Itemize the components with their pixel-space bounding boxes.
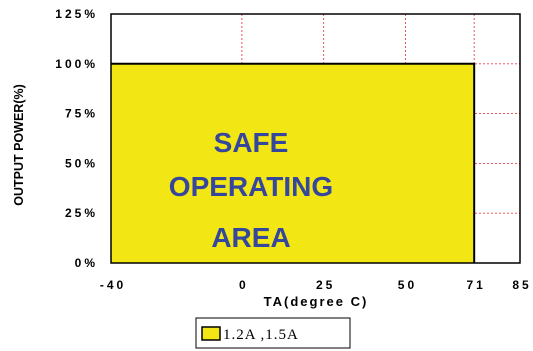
y-tick-label-4: 100%	[55, 57, 98, 71]
legend-label: 1.2A ,1.5A	[223, 327, 299, 343]
legend-swatch	[201, 326, 221, 341]
legend: 1.2A ,1.5A	[195, 317, 351, 349]
area-series-fill	[111, 63, 475, 263]
x-axis-title: TA(degree C)	[264, 294, 369, 309]
annotation-line-0: SAFE	[214, 127, 289, 158]
area-series-line	[111, 62, 476, 263]
x-tick-label-4: 71	[467, 278, 486, 292]
area-layer	[111, 62, 476, 263]
y-tick-label-3: 75%	[65, 107, 98, 121]
x-tick-label-5: 85	[512, 278, 531, 292]
annotation-line-2: AREA	[211, 222, 290, 253]
y-tick-label-1: 25%	[65, 206, 98, 220]
legend-box	[195, 317, 351, 349]
y-tick-label-0: 0%	[75, 256, 98, 270]
x-tick-labels: -40 0 25 50 71 85	[100, 278, 531, 292]
x-tick-label-3: 50	[398, 278, 417, 292]
x-tick-label-1: 0	[239, 278, 249, 292]
annotation-line-1: OPERATING	[169, 171, 333, 202]
y-tick-label-5: 125%	[55, 7, 98, 21]
y-tick-label-2: 50%	[65, 156, 98, 170]
y-axis-title: OUTPUT POWER(%)	[12, 84, 26, 206]
x-tick-label-2: 25	[316, 278, 335, 292]
y-tick-labels: 0% 25% 50% 75% 100% 125%	[55, 7, 98, 270]
x-tick-label-0: -40	[100, 278, 126, 292]
annotation: SAFE OPERATING AREA	[169, 127, 333, 253]
plot-frame	[110, 13, 521, 264]
